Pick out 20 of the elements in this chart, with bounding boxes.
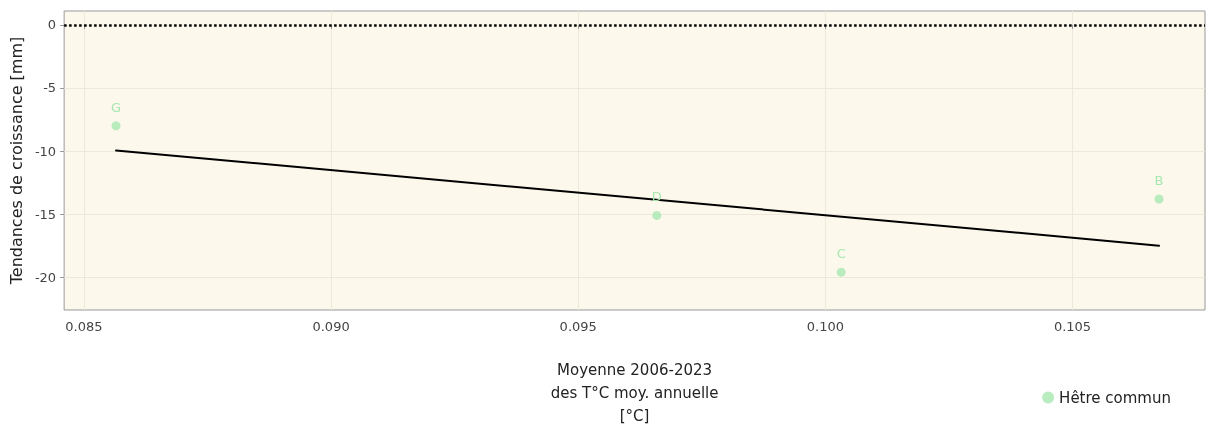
- x-tick-label: 0.100: [806, 319, 844, 334]
- annotation: B: [1154, 172, 1164, 188]
- x-tick-label: 0.085: [65, 319, 103, 334]
- x-tick-label: 0.105: [1053, 319, 1092, 334]
- y-tick-label: -20: [34, 269, 57, 285]
- x-tick-label: 0.095: [559, 319, 597, 334]
- x-axis-title: Moyenne 2006-2023 des T°C moy. annuelle [°C]: [550, 360, 719, 425]
- y-tick-label: 0: [47, 17, 57, 33]
- x-tick-label: 0.090: [312, 319, 350, 334]
- point: [111, 121, 121, 131]
- annotation: G: [111, 99, 122, 115]
- y-axis-title: Tendances de croissance [mm]: [6, 36, 26, 286]
- annotation: C: [836, 246, 846, 262]
- y-tick-label: -10: [34, 143, 57, 159]
- point: [652, 210, 662, 220]
- legend-label: Hêtre commun: [1059, 388, 1172, 407]
- y-tick-label: -5: [43, 80, 57, 96]
- y-tick-label: -15: [34, 206, 57, 222]
- point: [836, 267, 846, 277]
- point: [1154, 194, 1164, 204]
